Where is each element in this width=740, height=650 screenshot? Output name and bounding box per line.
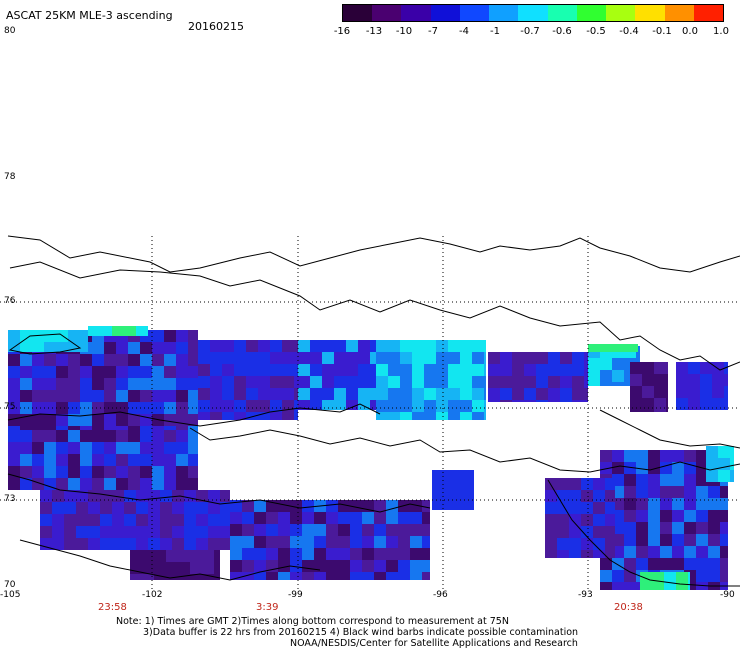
swath-green-patch [88, 326, 148, 336]
swath-right-edge [676, 362, 728, 410]
lon-label: -102 [142, 590, 163, 600]
swath-southeast-west [545, 478, 615, 558]
colorbar-tick-labels: -16 -13 -10 -7 -4 -1 -0.7 -0.6 -0.5 -0.4… [334, 26, 729, 40]
colorbar-segment [372, 5, 402, 21]
lon-label: -96 [433, 590, 448, 600]
lat-label: 73 [4, 494, 16, 504]
colorbar-segment [401, 5, 431, 21]
time-label: 3:39 [256, 602, 279, 613]
swath-right-green [588, 344, 638, 352]
time-label: 20:38 [614, 602, 643, 613]
coastlines [7, 235, 740, 587]
colorbar-tick: -0.6 [552, 26, 572, 37]
note-line-2: 3)Data buffer is 22 hrs from 20160215 4)… [143, 627, 579, 638]
colorbar-tick: -0.4 [619, 26, 639, 37]
swath-left-upper [8, 330, 198, 430]
coastline-north [7, 235, 740, 273]
lon-label: -105 [0, 590, 21, 600]
note-line-1: Note: 1) Times are GMT 2)Times along bot… [116, 616, 509, 627]
swath-left-mid [8, 430, 198, 490]
colorbar-segment [664, 5, 694, 21]
colorbar-tick: -7 [428, 26, 438, 37]
colorbar-tick: -0.1 [652, 26, 672, 37]
colorbar-tick: -0.7 [520, 26, 540, 37]
lon-label: -90 [720, 590, 735, 600]
coastline-arch-1 [9, 261, 740, 371]
swath-center-block [432, 470, 474, 510]
graticule [0, 236, 740, 590]
colorbar-tick: -0.5 [586, 26, 606, 37]
colorbar-segment [489, 5, 519, 21]
colorbar-tick: 1.0 [713, 26, 729, 37]
lat-label: 70 [4, 580, 16, 590]
time-label: 23:58 [98, 602, 127, 613]
colorbar-tick: -16 [333, 26, 351, 37]
swath-center-cyan [376, 340, 486, 420]
colorbar [342, 4, 724, 22]
colorbar-tick: 0.0 [682, 26, 698, 37]
colorbar-segment [343, 5, 373, 21]
colorbar-tick: -10 [395, 26, 413, 37]
colorbar-tick: -13 [365, 26, 383, 37]
colorbar-segment [576, 5, 607, 21]
coastline-east [547, 479, 740, 587]
lat-label: 76 [4, 296, 16, 306]
product-title: ASCAT 25KM MLE-3 ascending [6, 9, 173, 22]
colorbar-segment [606, 5, 636, 21]
coastline-mid-1 [7, 403, 381, 427]
colorbar-tick: -1 [490, 26, 500, 37]
lon-label: -99 [288, 590, 303, 600]
swath-center-lower [230, 500, 430, 580]
lon-label: -93 [578, 590, 593, 600]
swath-southeast-cyan [706, 446, 734, 482]
coastline-south-1 [7, 473, 431, 513]
colorbar-segment [430, 5, 460, 21]
lat-label: 78 [4, 172, 16, 182]
coastline-south-2 [19, 539, 321, 581]
colorbar-segment [518, 5, 548, 21]
lat-label: 75 [4, 402, 16, 412]
colorbar-segment [459, 5, 490, 21]
coastline-east-2 [599, 409, 740, 449]
lat-label: 80 [4, 26, 16, 36]
colorbar-segment [635, 5, 665, 21]
credit-line: NOAA/NESDIS/Center for Satellite Applica… [290, 638, 578, 649]
swath-right-purple [630, 362, 668, 412]
swath-southeast-green [640, 572, 690, 590]
wind-data-swaths [8, 326, 734, 590]
colorbar-tick: -4 [459, 26, 469, 37]
coastline-island [8, 333, 82, 355]
swath-right-upper [488, 352, 588, 402]
swath-center-mid [298, 340, 376, 410]
coastline-mid-2 [189, 427, 740, 473]
colorbar-segment [693, 5, 724, 21]
colorbar-segment [547, 5, 577, 21]
swath-center-upper [198, 340, 298, 420]
date-label: 20160215 [188, 20, 244, 33]
